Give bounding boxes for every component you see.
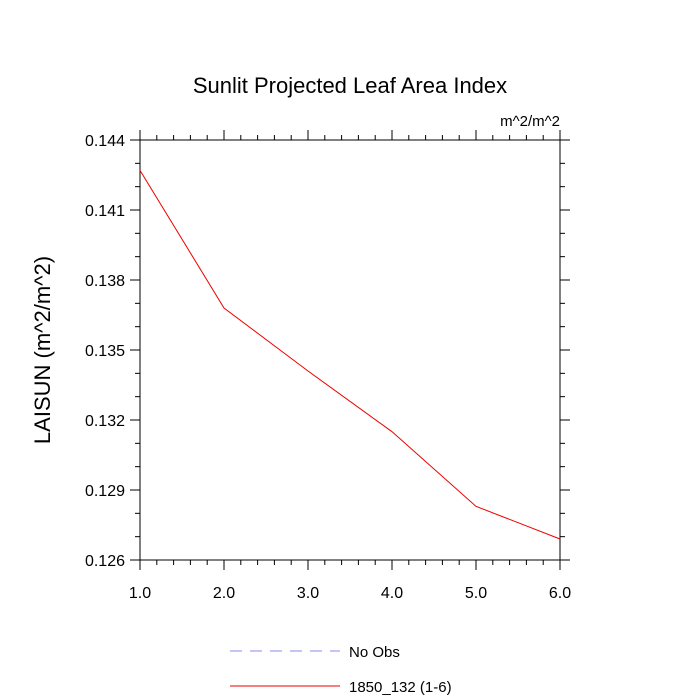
- series-layer: [139, 170, 561, 540]
- y-tick-label: 0.129: [85, 483, 125, 500]
- y-tick-label: 0.135: [85, 343, 125, 360]
- x-tick-label: 5.0: [465, 585, 487, 602]
- y-axis-label: LAISUN (m^2/m^2): [30, 256, 55, 444]
- y-tick-label: 0.144: [85, 133, 125, 150]
- x-tick-label: 1.0: [129, 585, 151, 602]
- series-line-1: [139, 170, 561, 540]
- plot-frame: [139, 139, 561, 561]
- y-tick-label: 0.138: [85, 273, 125, 290]
- legend: No Obs 1850_132 (1-6): [230, 644, 452, 696]
- tick-labels: 1.0 2.0 3.0 4.0 5.0 6.0 0.126 0.129 0.132 0.135 0.…: [85, 133, 571, 602]
- x-tick-label: 4.0: [381, 585, 403, 602]
- x-tick-label: 2.0: [213, 585, 235, 602]
- y-tick-label: 0.132: [85, 413, 125, 430]
- y-tick-label: 0.126: [85, 553, 125, 570]
- axis-ticks: [130, 130, 570, 570]
- y-tick-label: 0.141: [85, 203, 125, 220]
- x-tick-label: 3.0: [297, 585, 319, 602]
- x-tick-label: 6.0: [549, 585, 571, 602]
- units-label: m^2/m^2: [500, 113, 560, 130]
- legend-label-1: 1850_132 (1-6): [349, 679, 452, 696]
- legend-label-0: No Obs: [349, 644, 400, 661]
- chart-title: Sunlit Projected Leaf Area Index: [193, 73, 507, 98]
